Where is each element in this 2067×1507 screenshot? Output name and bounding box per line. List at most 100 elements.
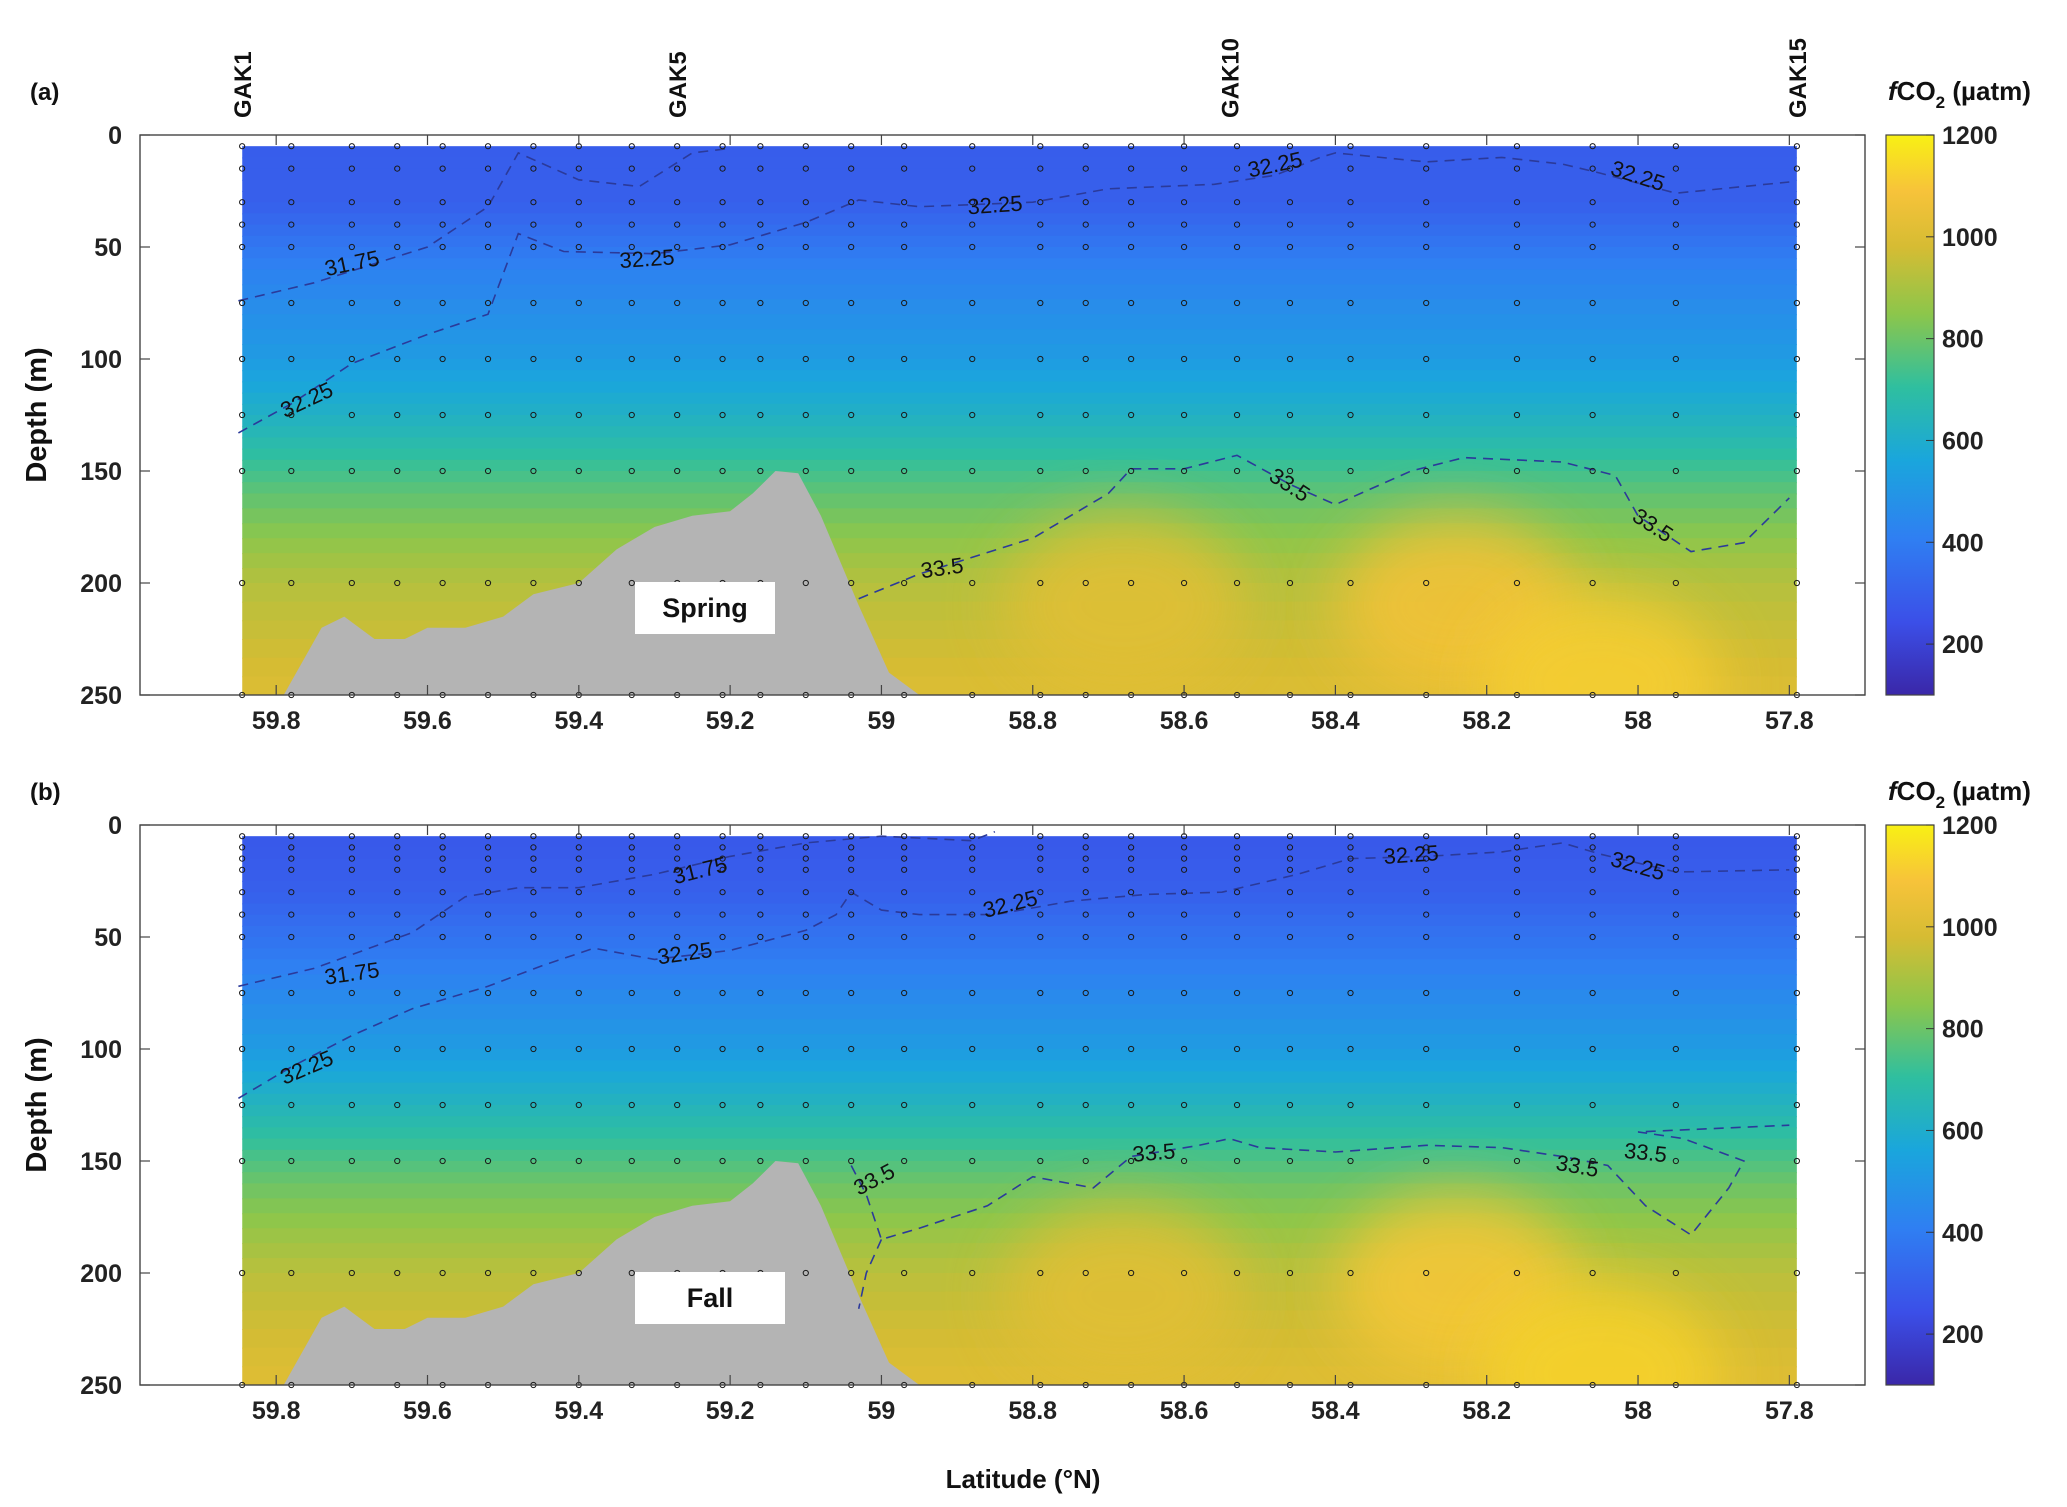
sampling-point xyxy=(1128,1045,1135,1053)
sampling-point xyxy=(1128,844,1135,851)
sampling-point xyxy=(1180,1101,1188,1109)
sampling-point xyxy=(575,989,582,997)
sampling-point xyxy=(674,165,681,172)
sampling-point xyxy=(439,1101,446,1109)
fco2-band xyxy=(242,179,1797,192)
panel-a: (a) GAK1 GAK5 GAK10 GAK15 31.75 32.2532.2… xyxy=(21,38,2031,735)
fco2-band xyxy=(242,1034,1797,1050)
sampling-point xyxy=(1513,1157,1521,1165)
sampling-point xyxy=(288,355,295,363)
sampling-point xyxy=(757,933,764,941)
sampling-point xyxy=(1423,1045,1430,1053)
sampling-point xyxy=(901,579,908,587)
fco2-band xyxy=(242,284,1797,301)
sampling-point xyxy=(575,355,582,363)
sampling-point xyxy=(848,355,855,363)
sampling-point xyxy=(394,844,401,851)
sampling-point xyxy=(1793,199,1801,206)
sampling-point xyxy=(1513,933,1521,941)
sampling-point xyxy=(901,355,908,363)
sampling-point xyxy=(484,855,492,862)
sampling-point xyxy=(969,911,976,918)
sampling-point xyxy=(530,1101,537,1109)
colorbar-ticks: 200 400 600 800 1000 1200 xyxy=(1926,812,1998,1349)
sampling-point xyxy=(802,855,809,862)
sampling-point xyxy=(484,299,492,307)
sampling-point xyxy=(674,933,681,941)
sampling-point xyxy=(719,143,726,150)
sampling-point xyxy=(1082,1269,1089,1277)
sampling-point xyxy=(1082,411,1089,419)
sampling-point xyxy=(1037,1101,1044,1109)
fco2-band xyxy=(242,959,1797,976)
sampling-point xyxy=(1793,467,1801,475)
fco2-band xyxy=(242,1172,1797,1185)
sampling-point xyxy=(288,1045,295,1053)
colorbar-tick-label: 600 xyxy=(1942,427,1984,455)
sampling-point xyxy=(1589,199,1596,206)
sampling-point xyxy=(1672,933,1679,941)
colorbar-label: fCO2 (µatm) xyxy=(1888,776,2031,812)
sampling-point xyxy=(1347,1045,1354,1053)
sampling-point xyxy=(439,1269,446,1277)
sampling-point xyxy=(1513,1045,1521,1053)
sampling-point xyxy=(1347,467,1354,475)
sampling-point xyxy=(1037,1157,1044,1165)
sampling-point xyxy=(1082,221,1089,228)
sampling-point xyxy=(1286,165,1294,172)
colorbar-tick-label: 200 xyxy=(1942,1321,1984,1349)
sampling-point xyxy=(1513,1101,1521,1109)
sampling-point xyxy=(394,579,401,587)
sampling-point xyxy=(1347,1101,1354,1109)
sampling-point xyxy=(288,1269,295,1277)
y-tick-label: 50 xyxy=(94,924,122,952)
sampling-point xyxy=(719,299,726,307)
fco2-band xyxy=(242,1004,1797,1021)
sampling-point xyxy=(1180,866,1188,873)
sampling-point xyxy=(1180,933,1188,941)
sampling-point xyxy=(1589,989,1596,997)
sampling-point xyxy=(484,579,492,587)
sampling-point xyxy=(1672,243,1679,251)
y-tick-label: 150 xyxy=(80,458,122,486)
sampling-point xyxy=(719,1045,726,1053)
fco2-band xyxy=(242,1060,1797,1073)
sampling-point xyxy=(1233,1045,1241,1053)
fco2-band xyxy=(242,235,1797,248)
x-tick-label: 59.6 xyxy=(403,1397,452,1425)
sampling-point xyxy=(348,1157,355,1165)
sampling-point xyxy=(484,866,492,873)
sampling-point xyxy=(1128,355,1135,363)
sampling-point xyxy=(1233,221,1241,228)
sampling-point xyxy=(439,866,446,873)
fco2-band xyxy=(242,508,1797,525)
sampling-point xyxy=(530,889,537,896)
sampling-point xyxy=(348,143,355,150)
sampling-point xyxy=(288,933,295,941)
sampling-point xyxy=(1672,143,1679,150)
sampling-point xyxy=(1513,299,1521,307)
sampling-point xyxy=(1128,143,1135,150)
x-tick-label: 59 xyxy=(868,1397,896,1425)
sampling-point xyxy=(1589,844,1596,851)
season-label-box: Spring xyxy=(635,582,775,634)
sampling-point xyxy=(239,467,246,475)
sampling-point xyxy=(1347,579,1354,587)
sampling-point xyxy=(1286,355,1294,363)
sampling-point xyxy=(628,844,635,851)
sampling-point xyxy=(439,143,446,150)
sampling-point xyxy=(1672,411,1679,419)
season-label-box: Fall xyxy=(635,1272,785,1324)
sampling-point xyxy=(239,933,246,941)
sampling-point xyxy=(1423,1269,1430,1277)
sampling-point xyxy=(802,889,809,896)
sampling-point xyxy=(1037,844,1044,851)
fco2-band xyxy=(242,202,1797,215)
sampling-point xyxy=(1128,1157,1135,1165)
sampling-point xyxy=(1423,844,1430,851)
sampling-point xyxy=(848,989,855,997)
sampling-point xyxy=(1589,355,1596,363)
sampling-point xyxy=(239,165,246,172)
sampling-point xyxy=(1037,143,1044,150)
